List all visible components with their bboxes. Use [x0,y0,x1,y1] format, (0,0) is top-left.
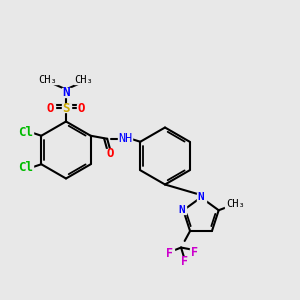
Text: CH₃: CH₃ [75,75,93,85]
Bar [77,104,86,112]
Bar [180,257,189,265]
Bar [225,200,245,208]
Text: Cl: Cl [18,126,33,139]
Text: O: O [47,101,54,115]
Bar [74,76,94,84]
Text: N: N [198,192,204,203]
Bar [177,206,186,214]
Text: CH₃: CH₃ [39,75,57,85]
Text: N: N [178,205,185,215]
Text: F: F [166,247,173,260]
Bar [196,193,206,202]
Text: O: O [78,101,85,115]
Text: NH: NH [118,132,132,145]
Text: S: S [62,101,70,115]
Bar [118,134,132,143]
Bar [61,88,70,97]
Text: Cl: Cl [18,161,33,174]
Text: F: F [181,254,188,268]
Bar [106,149,115,157]
Bar [19,128,33,137]
Bar [46,104,55,112]
Bar [19,163,33,171]
Text: N: N [62,86,70,99]
Bar [61,104,70,112]
Text: O: O [106,147,114,160]
Bar [38,76,58,84]
Bar [165,249,174,258]
Bar [190,248,199,256]
Text: CH₃: CH₃ [226,199,244,209]
Text: F: F [191,245,198,259]
